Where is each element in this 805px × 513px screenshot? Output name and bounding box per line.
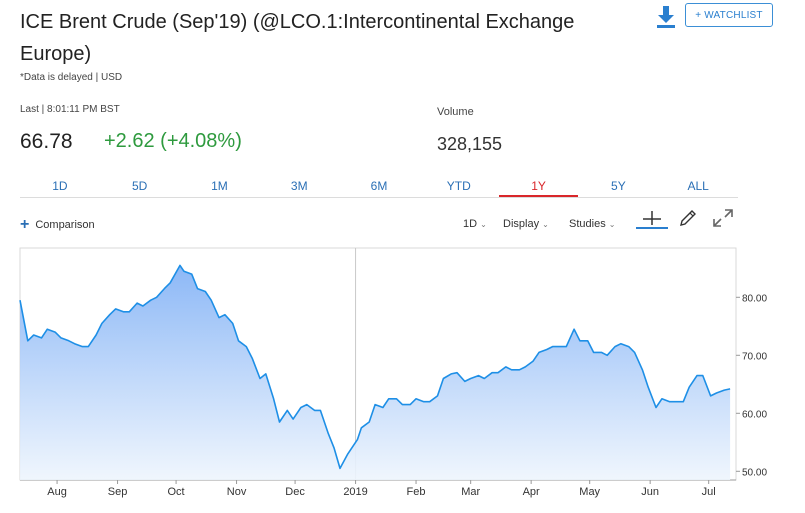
range-tab-5d[interactable]: 5D bbox=[132, 179, 148, 193]
x-tick-label: Mar bbox=[461, 486, 480, 498]
x-tick-label: Jun bbox=[641, 486, 659, 498]
x-tick-label: May bbox=[579, 486, 600, 498]
pencil-icon[interactable] bbox=[678, 208, 698, 228]
instrument-title: ICE Brent Crude (Sep'19) (@LCO.1:Interco… bbox=[20, 11, 575, 65]
chevron-down-icon: ⌄ bbox=[480, 220, 487, 229]
last-trade-label: Last | 8:01:11 PM BST bbox=[20, 104, 120, 115]
range-tab-ytd[interactable]: YTD bbox=[446, 179, 471, 193]
time-range-tabs: 1D 5D 1M 3M 6M YTD 1Y 5Y ALL bbox=[20, 176, 738, 198]
display-label: Display bbox=[503, 218, 540, 230]
range-tab-1y[interactable]: 1Y bbox=[498, 176, 579, 197]
x-tick-label: Apr bbox=[523, 486, 540, 498]
range-tab-5y[interactable]: 5Y bbox=[611, 179, 626, 193]
comparison-button[interactable]: + Comparison bbox=[20, 216, 95, 233]
chevron-down-icon: ⌄ bbox=[608, 220, 616, 229]
volume-label: Volume bbox=[437, 106, 474, 118]
expand-icon[interactable] bbox=[712, 208, 734, 228]
x-tick-label: Sep bbox=[108, 486, 128, 498]
delayed-data-note: *Data is delayed | USD bbox=[20, 72, 123, 83]
y-tick-label: 50.00 bbox=[742, 467, 767, 478]
x-tick-label: Aug bbox=[47, 486, 67, 498]
download-icon[interactable] bbox=[655, 4, 677, 30]
x-tick-label: 2019 bbox=[343, 486, 367, 498]
range-tab-6m[interactable]: 6M bbox=[370, 179, 388, 193]
range-tab-all[interactable]: ALL bbox=[687, 179, 709, 193]
x-tick-label: Jul bbox=[702, 486, 716, 498]
studies-label: Studies bbox=[569, 218, 606, 230]
y-tick-label: 60.00 bbox=[742, 409, 767, 420]
last-price: 66.78 bbox=[20, 130, 73, 153]
display-dropdown[interactable]: Display ⌄ bbox=[503, 218, 549, 230]
range-tab-3m[interactable]: 3M bbox=[290, 179, 308, 193]
plot-area-frame bbox=[19, 247, 737, 481]
add-to-watchlist-button[interactable]: + WATCHLIST bbox=[685, 3, 773, 27]
range-tab-1d[interactable]: 1D bbox=[52, 179, 68, 193]
x-tick-label: Dec bbox=[285, 486, 305, 498]
y-tick-label: 70.00 bbox=[742, 351, 767, 362]
crosshair-icon[interactable] bbox=[636, 209, 668, 231]
x-tick-label: Feb bbox=[407, 486, 426, 498]
interval-label: 1D bbox=[463, 218, 478, 230]
comparison-label: Comparison bbox=[35, 219, 95, 231]
interval-dropdown[interactable]: 1D ⌄ bbox=[463, 218, 487, 230]
price-series-line bbox=[19, 264, 731, 470]
studies-dropdown[interactable]: Studies ⌄ bbox=[569, 218, 615, 230]
price-change: +2.62 (+4.08%) bbox=[104, 130, 242, 152]
plus-icon: + bbox=[20, 216, 30, 233]
range-tab-1m[interactable]: 1M bbox=[211, 179, 228, 193]
price-area-fill bbox=[20, 265, 731, 480]
y-tick-label: 80.00 bbox=[742, 293, 767, 304]
volume-value: 328,155 bbox=[437, 134, 503, 154]
x-tick-label: Nov bbox=[227, 486, 247, 498]
chevron-down-icon: ⌄ bbox=[542, 220, 549, 229]
x-tick-label: Oct bbox=[168, 486, 185, 498]
